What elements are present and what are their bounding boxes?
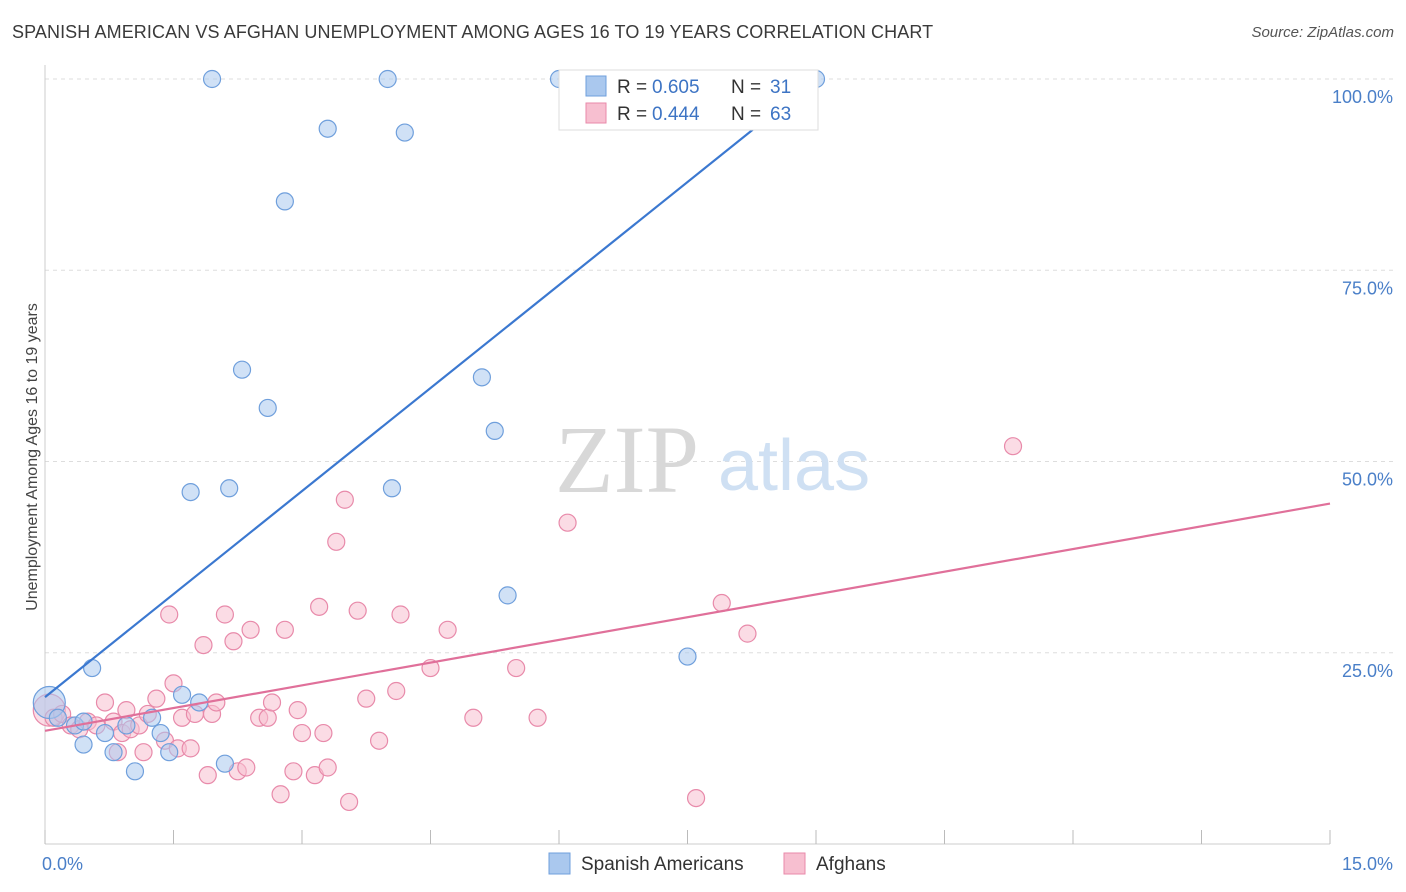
legend-r-value-2: 0.444 bbox=[652, 104, 700, 125]
afghans-point-24 bbox=[194, 635, 213, 655]
y-tick-label-2: 75.0% bbox=[1342, 278, 1393, 298]
x-tick-label-0: 0.0% bbox=[42, 854, 83, 874]
afghans-point-40 bbox=[292, 723, 312, 743]
spanish-americans-point-5 bbox=[83, 658, 102, 678]
afghans-point-36 bbox=[271, 785, 290, 804]
series-afghans-points bbox=[32, 437, 1023, 812]
bottom-legend: Spanish Americans Afghans bbox=[548, 852, 886, 875]
legend-n-label-2: N = bbox=[731, 104, 761, 125]
afghans-point-47 bbox=[340, 792, 359, 812]
afghans-point-25 bbox=[198, 766, 217, 785]
y-tick-label-3: 100.0% bbox=[1332, 87, 1393, 107]
y-axis-label: Unemployment Among Ages 16 to 19 years bbox=[24, 303, 41, 611]
spanish-americans-point-22 bbox=[318, 119, 337, 138]
afghans-point-7 bbox=[95, 693, 115, 712]
afghans-point-55 bbox=[464, 708, 483, 727]
afghans-point-58 bbox=[558, 513, 577, 532]
afghans-point-51 bbox=[387, 681, 406, 701]
y-tick-labels: 25.0% 50.0% 75.0% 100.0% bbox=[1332, 87, 1393, 681]
afghans-point-28 bbox=[215, 605, 234, 624]
legend-n-value-1: 31 bbox=[770, 77, 791, 98]
spanish-americans-point-24 bbox=[382, 479, 402, 498]
trend-lines bbox=[44, 78, 1331, 732]
afghans-point-44 bbox=[318, 758, 337, 777]
afghans-point-48 bbox=[348, 601, 367, 620]
spanish-americans-point-11 bbox=[151, 723, 170, 743]
afghans-point-39 bbox=[288, 701, 307, 720]
afghans-point-42 bbox=[310, 597, 329, 616]
afghans-point-50 bbox=[370, 731, 389, 750]
legend-swatch-blue bbox=[585, 75, 607, 97]
afghans-point-61 bbox=[738, 624, 757, 643]
watermark-atlas: atlas bbox=[718, 426, 870, 506]
afghans-point-62 bbox=[1003, 437, 1023, 456]
afghans-point-16 bbox=[147, 689, 166, 708]
spanish-americans-point-9 bbox=[125, 762, 145, 781]
spanish-americans-point-3 bbox=[74, 712, 93, 731]
x-tick-labels: 0.0% 15.0% bbox=[42, 854, 1393, 874]
spanish-americans-point-12 bbox=[160, 743, 179, 762]
afghans-point-54 bbox=[438, 620, 457, 639]
spanish-americans-point-18 bbox=[220, 479, 239, 498]
y-tick-label-0: 25.0% bbox=[1342, 661, 1393, 681]
afghans-point-31 bbox=[237, 758, 256, 777]
spanish-americans-trend-line bbox=[44, 78, 817, 698]
spanish-americans-point-25 bbox=[395, 123, 414, 142]
spanish-americans-point-20 bbox=[258, 398, 277, 418]
legend-swatch-pink bbox=[585, 102, 607, 124]
bottom-legend-afghans: Afghans bbox=[816, 854, 886, 875]
afghans-point-52 bbox=[391, 605, 410, 624]
bottom-legend-swatch-pink bbox=[783, 852, 806, 875]
bottom-legend-swatch-blue bbox=[548, 852, 571, 875]
afghans-trend-line bbox=[44, 502, 1331, 732]
afghans-point-22 bbox=[181, 739, 200, 758]
afghans-point-59 bbox=[686, 788, 706, 808]
spanish-americans-point-8 bbox=[117, 716, 136, 735]
spanish-americans-point-1 bbox=[48, 708, 67, 727]
spanish-americans-point-16 bbox=[202, 69, 222, 89]
spanish-americans-point-30 bbox=[678, 647, 697, 666]
legend-r-value-1: 0.605 bbox=[652, 77, 700, 98]
afghans-point-32 bbox=[241, 620, 260, 639]
spanish-americans-point-17 bbox=[215, 754, 234, 773]
legend-box: R = 0.605 N = 31 R = 0.444 N = 63 bbox=[558, 69, 819, 131]
afghans-point-38 bbox=[284, 762, 303, 781]
afghans-point-37 bbox=[275, 620, 294, 639]
chart-title: SPANISH AMERICAN VS AFGHAN UNEMPLOYMENT … bbox=[12, 22, 934, 42]
spanish-americans-point-19 bbox=[232, 360, 252, 379]
spanish-americans-point-27 bbox=[485, 421, 504, 440]
y-tick-label-1: 50.0% bbox=[1342, 470, 1393, 490]
spanish-americans-point-13 bbox=[172, 685, 192, 704]
afghans-point-29 bbox=[224, 632, 243, 651]
watermark: ZIP atlas bbox=[555, 406, 870, 513]
afghans-point-49 bbox=[357, 689, 376, 708]
afghans-point-43 bbox=[314, 723, 333, 743]
afghans-point-45 bbox=[327, 532, 346, 551]
legend-r-label-2: R = bbox=[617, 104, 647, 125]
afghans-point-34 bbox=[258, 708, 277, 727]
spanish-americans-point-21 bbox=[275, 192, 294, 211]
chart-source: Source: ZipAtlas.com bbox=[1251, 24, 1394, 41]
spanish-americans-point-28 bbox=[498, 586, 517, 605]
x-tick-label-1: 15.0% bbox=[1342, 854, 1393, 874]
afghans-point-35 bbox=[262, 693, 282, 712]
spanish-americans-point-6 bbox=[95, 723, 115, 743]
spanish-americans-point-7 bbox=[104, 743, 123, 762]
spanish-americans-point-23 bbox=[378, 69, 397, 89]
afghans-point-56 bbox=[507, 658, 526, 678]
spanish-americans-point-26 bbox=[472, 368, 491, 387]
afghans-point-14 bbox=[134, 743, 153, 762]
spanish-americans-point-4 bbox=[74, 735, 93, 754]
legend-n-label-1: N = bbox=[731, 77, 761, 98]
spanish-americans-point-14 bbox=[181, 483, 200, 502]
legend-r-label-1: R = bbox=[617, 77, 647, 98]
afghans-point-46 bbox=[335, 490, 354, 509]
watermark-zip: ZIP bbox=[555, 406, 699, 513]
legend-n-value-2: 63 bbox=[770, 104, 791, 125]
afghans-point-57 bbox=[528, 708, 547, 727]
bottom-legend-spanish-americans: Spanish Americans bbox=[581, 854, 744, 875]
afghans-point-18 bbox=[160, 605, 179, 624]
